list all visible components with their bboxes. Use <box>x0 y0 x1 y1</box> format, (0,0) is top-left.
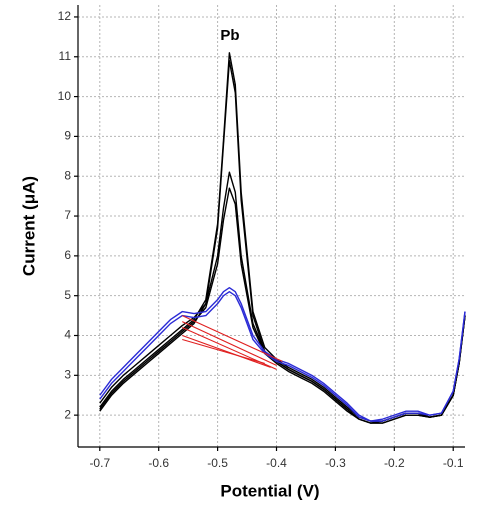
voltammogram <box>99 171 466 424</box>
baseline <box>182 334 271 368</box>
y-tick-label: 7 <box>64 208 71 222</box>
y-tick-label: 3 <box>64 367 71 381</box>
peak-annotation: Pb <box>220 27 239 44</box>
y-tick-label: 12 <box>58 9 72 23</box>
baseline <box>182 315 283 362</box>
x-axis-title: Potential (V) <box>220 481 319 500</box>
x-tick-label: -0.2 <box>384 456 405 470</box>
y-axis-title: Current (μA) <box>19 176 38 276</box>
x-tick-label: -0.3 <box>325 456 346 470</box>
y-tick-label: 11 <box>59 49 72 63</box>
voltammogram <box>99 187 466 424</box>
baseline <box>182 338 265 364</box>
y-tick-label: 10 <box>58 89 72 103</box>
baseline <box>182 321 277 366</box>
y-tick-label: 6 <box>64 248 71 262</box>
voltammogram <box>99 60 466 424</box>
voltammogram <box>99 287 466 422</box>
x-tick-label: -0.1 <box>443 456 464 470</box>
x-tick-label: -0.4 <box>266 456 287 470</box>
x-tick-label: -0.5 <box>207 456 228 470</box>
y-tick-label: 9 <box>64 129 71 143</box>
y-tick-label: 5 <box>64 288 71 302</box>
x-tick-label: -0.7 <box>89 456 110 470</box>
voltammogram <box>99 291 466 422</box>
y-tick-label: 2 <box>64 407 71 421</box>
y-tick-label: 8 <box>64 168 71 182</box>
y-tick-label: 4 <box>64 328 71 342</box>
x-tick-label: -0.6 <box>148 456 169 470</box>
